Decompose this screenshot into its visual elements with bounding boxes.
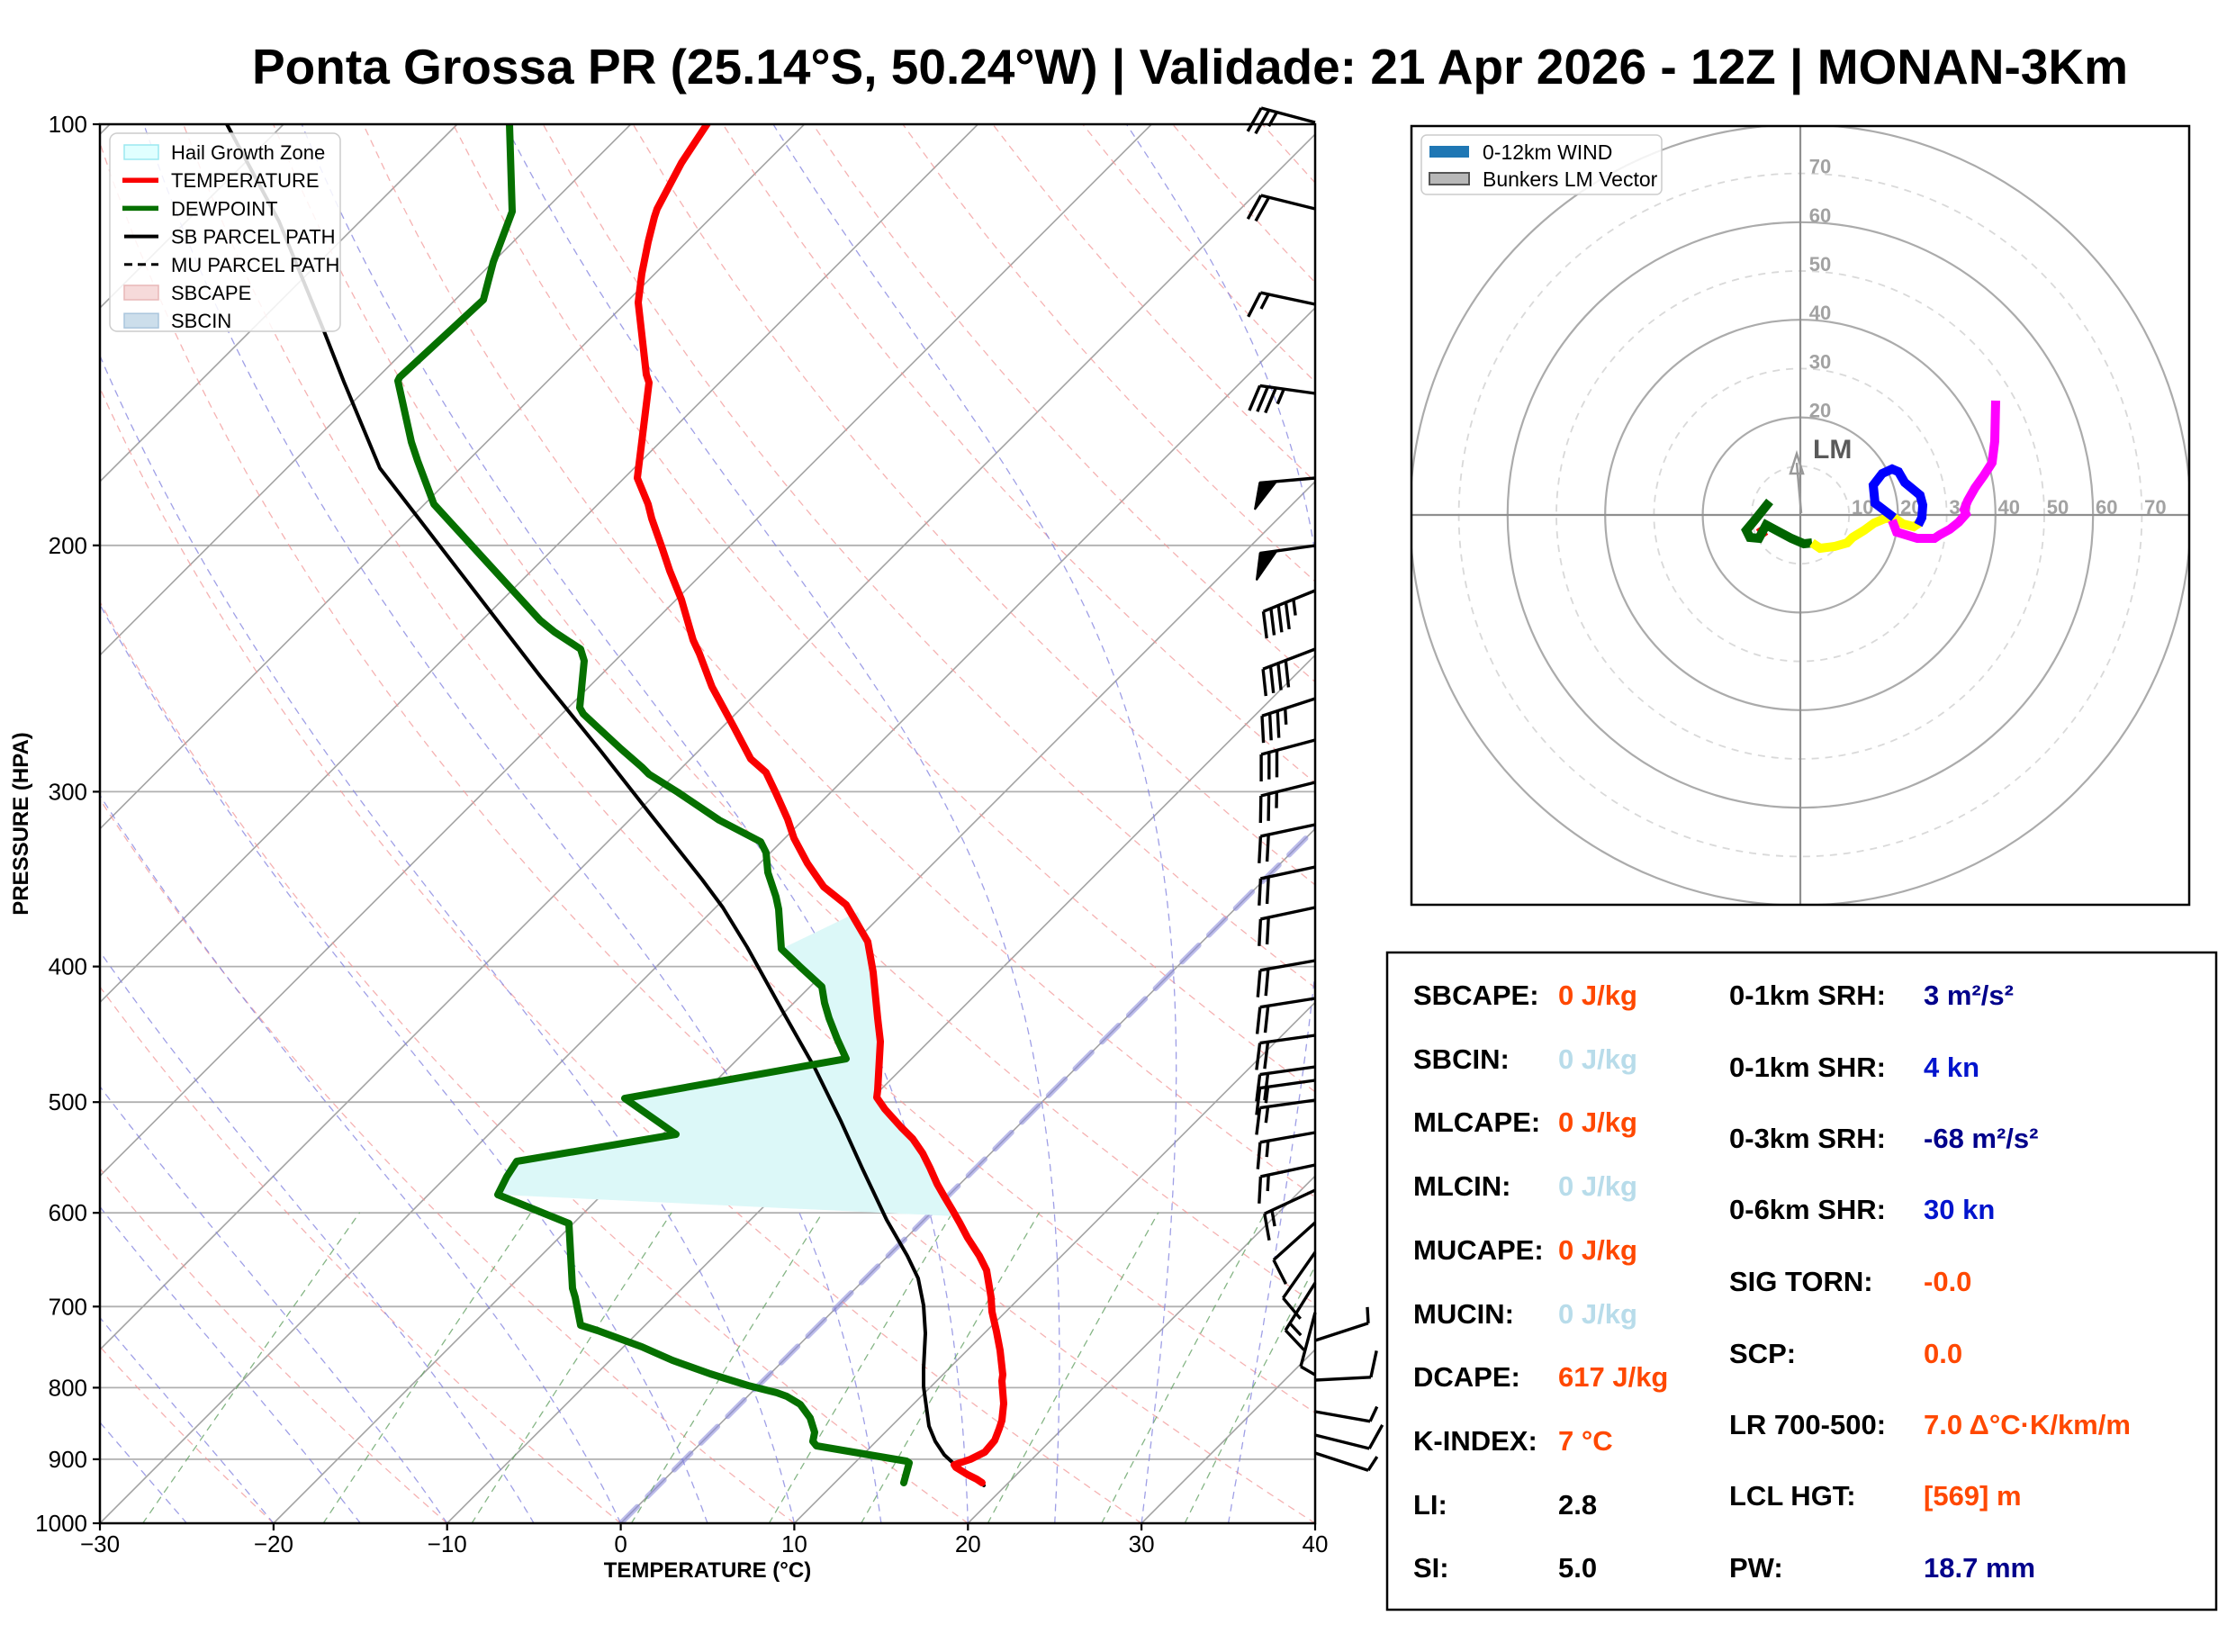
svg-text:4 kn: 4 kn <box>1924 1052 1979 1083</box>
svg-text:−10: −10 <box>428 1530 467 1557</box>
svg-text:SBCIN:: SBCIN: <box>1413 1043 1510 1075</box>
svg-text:0-1km SHR:: 0-1km SHR: <box>1729 1052 1886 1083</box>
svg-text:20: 20 <box>955 1530 981 1557</box>
svg-text:TEMPERATURE (°C): TEMPERATURE (°C) <box>604 1558 811 1583</box>
svg-text:7 °C: 7 °C <box>1558 1425 1613 1457</box>
svg-text:500: 500 <box>49 1088 87 1115</box>
svg-text:40: 40 <box>1809 302 1831 324</box>
svg-text:800: 800 <box>49 1374 87 1401</box>
svg-text:-0.0: -0.0 <box>1924 1266 1971 1297</box>
svg-text:MU PARCEL PATH: MU PARCEL PATH <box>171 254 339 276</box>
svg-text:MLCIN:: MLCIN: <box>1413 1170 1510 1202</box>
svg-text:200: 200 <box>49 532 87 559</box>
svg-text:50: 50 <box>1809 253 1831 275</box>
svg-text:40: 40 <box>1303 1530 1329 1557</box>
svg-text:70: 70 <box>2144 496 2166 519</box>
svg-text:−30: −30 <box>80 1530 120 1557</box>
svg-text:0-1km SRH:: 0-1km SRH: <box>1729 979 1886 1011</box>
svg-text:SBCAPE:: SBCAPE: <box>1413 979 1539 1011</box>
svg-text:30: 30 <box>1809 350 1831 373</box>
svg-text:0 J/kg: 0 J/kg <box>1558 1043 1637 1075</box>
svg-text:60: 60 <box>1809 204 1831 227</box>
svg-text:SI:: SI: <box>1413 1552 1449 1584</box>
svg-text:100: 100 <box>49 111 87 138</box>
svg-text:0: 0 <box>614 1530 627 1557</box>
svg-text:Bunkers LM Vector: Bunkers LM Vector <box>1483 167 1658 191</box>
svg-text:0 J/kg: 0 J/kg <box>1558 1298 1637 1330</box>
svg-text:50: 50 <box>2047 496 2069 519</box>
svg-text:MLCAPE:: MLCAPE: <box>1413 1106 1540 1138</box>
svg-text:10: 10 <box>781 1530 807 1557</box>
svg-text:5.0: 5.0 <box>1558 1552 1597 1584</box>
svg-text:MUCIN:: MUCIN: <box>1413 1298 1514 1330</box>
svg-text:300: 300 <box>49 778 87 805</box>
svg-text:SBCAPE: SBCAPE <box>171 282 251 304</box>
svg-text:2.8: 2.8 <box>1558 1489 1597 1521</box>
svg-text:70: 70 <box>1809 156 1831 178</box>
svg-text:0-3km SRH:: 0-3km SRH: <box>1729 1123 1886 1154</box>
svg-text:PW:: PW: <box>1729 1552 1783 1584</box>
svg-text:SCP:: SCP: <box>1729 1338 1796 1369</box>
svg-text:40: 40 <box>1998 496 2020 519</box>
svg-text:SBCIN: SBCIN <box>171 310 231 332</box>
svg-text:10: 10 <box>1852 496 1873 519</box>
svg-text:30: 30 <box>1129 1530 1155 1557</box>
svg-text:[569] m: [569] m <box>1924 1480 2022 1512</box>
svg-text:SB PARCEL PATH: SB PARCEL PATH <box>171 226 336 248</box>
svg-text:-68 m²/s²: -68 m²/s² <box>1924 1123 2038 1154</box>
svg-text:DEWPOINT: DEWPOINT <box>171 197 278 220</box>
svg-text:−20: −20 <box>254 1530 293 1557</box>
svg-text:900: 900 <box>49 1446 87 1473</box>
svg-text:K-INDEX:: K-INDEX: <box>1413 1425 1537 1457</box>
svg-text:0.0: 0.0 <box>1924 1338 1962 1369</box>
svg-text:400: 400 <box>49 953 87 980</box>
svg-text:TEMPERATURE: TEMPERATURE <box>171 169 320 192</box>
svg-text:LR 700-500:: LR 700-500: <box>1729 1409 1886 1440</box>
svg-text:1000: 1000 <box>35 1510 87 1537</box>
svg-text:0 J/kg: 0 J/kg <box>1558 1234 1637 1266</box>
svg-text:3 m²/s²: 3 m²/s² <box>1924 979 2014 1011</box>
svg-text:617 J/kg: 617 J/kg <box>1558 1361 1668 1393</box>
svg-text:LI:: LI: <box>1413 1489 1447 1521</box>
svg-text:Hail Growth Zone: Hail Growth Zone <box>171 141 325 164</box>
svg-text:0-12km WIND: 0-12km WIND <box>1483 140 1612 164</box>
svg-text:LM: LM <box>1813 435 1852 465</box>
svg-text:0-6km SHR:: 0-6km SHR: <box>1729 1194 1886 1225</box>
svg-text:700: 700 <box>49 1293 87 1320</box>
svg-text:60: 60 <box>2096 496 2117 519</box>
svg-text:18.7 mm: 18.7 mm <box>1924 1552 2035 1584</box>
svg-text:30 kn: 30 kn <box>1924 1194 1995 1225</box>
svg-text:PRESSURE (HPA): PRESSURE (HPA) <box>9 732 33 916</box>
svg-text:20: 20 <box>1809 400 1831 422</box>
svg-text:MUCAPE:: MUCAPE: <box>1413 1234 1544 1266</box>
svg-text:0 J/kg: 0 J/kg <box>1558 1106 1637 1138</box>
svg-text:0 J/kg: 0 J/kg <box>1558 979 1637 1011</box>
svg-text:600: 600 <box>49 1199 87 1226</box>
svg-text:SIG TORN:: SIG TORN: <box>1729 1266 1873 1297</box>
svg-text:Ponta Grossa PR (25.14°S, 50.2: Ponta Grossa PR (25.14°S, 50.24°W) | Val… <box>252 39 2128 95</box>
svg-text:DCAPE:: DCAPE: <box>1413 1361 1520 1393</box>
svg-text:7.0 Δ°C·K/km/m: 7.0 Δ°C·K/km/m <box>1924 1409 2131 1440</box>
svg-text:0 J/kg: 0 J/kg <box>1558 1170 1637 1202</box>
svg-text:LCL HGT:: LCL HGT: <box>1729 1480 1856 1512</box>
